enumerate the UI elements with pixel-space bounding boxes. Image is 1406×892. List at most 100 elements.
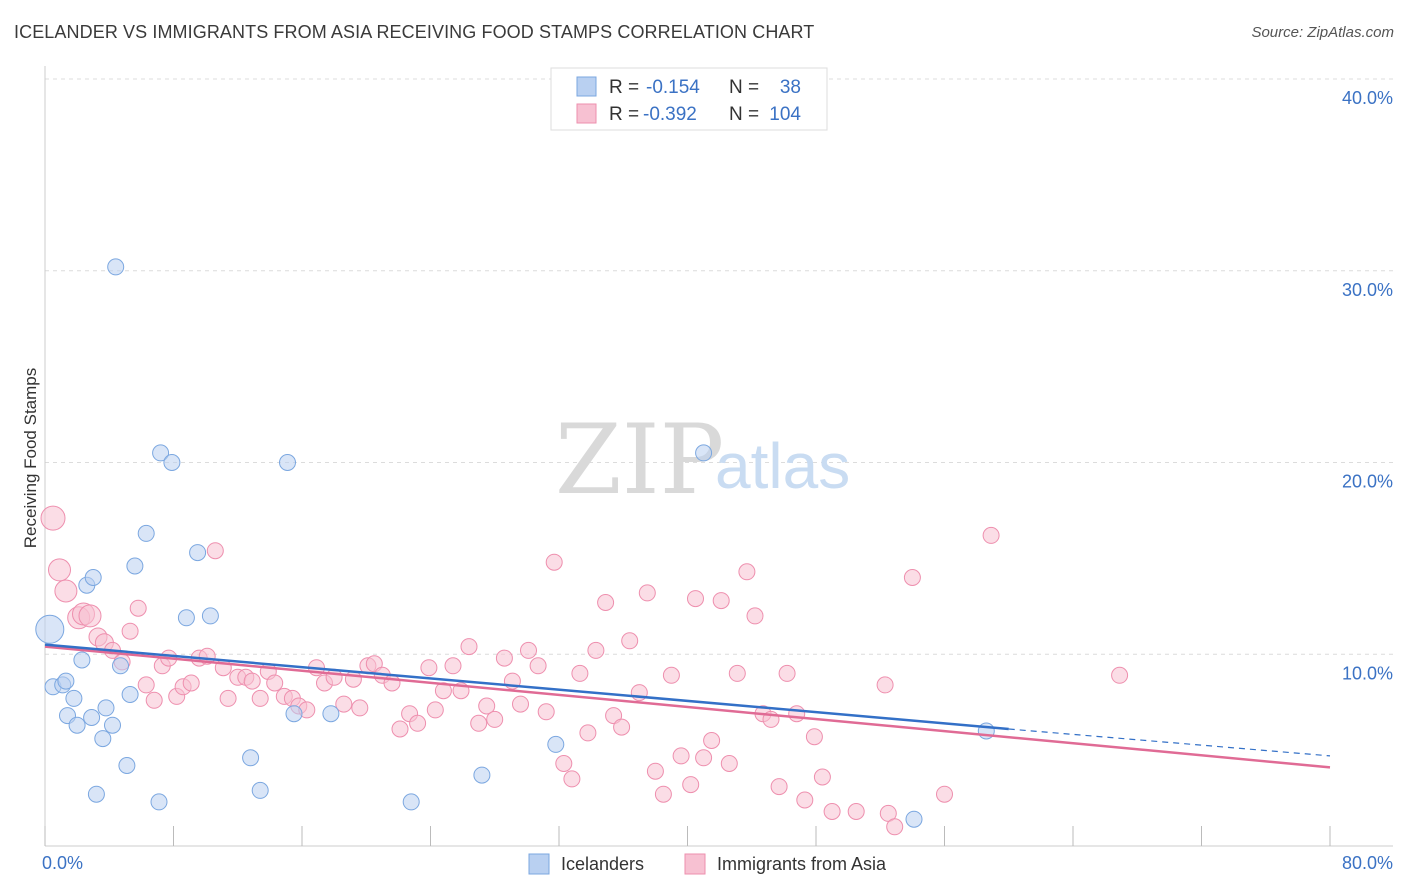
data-point [563, 770, 581, 788]
y-tick-label: 30.0% [1342, 280, 1393, 300]
data-point [682, 776, 700, 794]
y-tick-labels: 10.0% 20.0% 30.0% 40.0% [1342, 88, 1393, 683]
data-point [478, 697, 496, 715]
data-point [65, 689, 83, 707]
data-point [152, 444, 170, 462]
data-point [322, 705, 340, 723]
data-point [662, 666, 680, 684]
data-point [982, 526, 1000, 544]
data-point [695, 444, 713, 462]
data-point [84, 569, 102, 586]
data-point [243, 672, 261, 690]
trendlines [44, 643, 1331, 769]
data-point [163, 454, 181, 471]
data-point [571, 664, 589, 682]
data-point [545, 553, 563, 571]
data-point [242, 749, 260, 767]
data-point [813, 768, 831, 786]
data-point [886, 818, 904, 836]
data-point [778, 664, 796, 682]
data-point [251, 781, 269, 799]
data-point [409, 714, 427, 732]
data-point [107, 258, 125, 276]
data-point [83, 709, 101, 726]
data-point [712, 592, 730, 610]
data-point [104, 716, 121, 734]
data-point [35, 614, 65, 644]
data-point [460, 638, 478, 656]
data-point [936, 785, 953, 803]
data-point [903, 569, 921, 586]
data-point [97, 699, 115, 717]
data-point [402, 793, 420, 811]
data-point [48, 558, 71, 582]
trendline-icelanders [44, 643, 1009, 731]
data-point [638, 584, 656, 602]
series-icelanders [35, 258, 995, 828]
data-point [876, 676, 894, 694]
data-point [344, 670, 362, 688]
data-point [201, 607, 219, 625]
data-point [1111, 666, 1129, 684]
legend-n-label: N = [729, 104, 759, 125]
data-point [512, 695, 529, 713]
trendline-icelanders-extension [1008, 728, 1331, 757]
data-point [78, 604, 102, 628]
legend-r-value: -0.392 [643, 104, 697, 125]
data-point [788, 705, 806, 723]
data-point [470, 714, 488, 732]
data-point [57, 672, 75, 690]
data-point [391, 720, 409, 738]
trendline-immigrants [44, 645, 1331, 769]
data-point [420, 659, 438, 677]
data-point [613, 718, 631, 736]
legend-bottom-label-icelanders: Icelanders [561, 854, 644, 874]
data-point [129, 599, 147, 617]
y-tick-label: 20.0% [1342, 472, 1393, 492]
data-point [434, 682, 452, 700]
data-point [279, 454, 296, 471]
y-tick-label: 10.0% [1342, 663, 1393, 683]
data-point [579, 724, 597, 742]
data-point [335, 695, 353, 713]
data-point [695, 749, 713, 767]
legend-bottom: Icelanders Immigrants from Asia [528, 853, 887, 875]
legend-bottom-label-immigrants: Immigrants from Asia [717, 854, 887, 874]
data-point [495, 649, 513, 667]
data-point [823, 803, 841, 820]
data-point [383, 674, 401, 692]
data-point [189, 544, 207, 562]
x-tick-labels: 0.0% 80.0% [42, 853, 1393, 873]
data-point [687, 590, 704, 608]
data-point [555, 755, 573, 772]
legend-box [550, 67, 828, 131]
legend-top: R = -0.154 N = 38 R = -0.392 N = 104 [550, 67, 828, 131]
data-point [137, 676, 155, 694]
data-point [621, 632, 639, 650]
data-point [770, 778, 788, 796]
watermark-atlas: atlas [715, 430, 850, 502]
grid [45, 78, 1393, 655]
data-point [177, 609, 195, 627]
data-point [40, 505, 66, 531]
data-point [285, 705, 303, 723]
y-tick-label: 40.0% [1342, 88, 1393, 108]
data-point [150, 793, 168, 811]
legend-swatch-icelanders [576, 76, 597, 97]
data-point [182, 674, 200, 692]
data-point [266, 674, 284, 692]
data-point [905, 810, 923, 828]
data-point [654, 785, 672, 803]
data-point [587, 641, 605, 659]
data-point [529, 657, 547, 675]
legend-r-label: R = [609, 77, 639, 98]
data-point [738, 563, 756, 581]
data-point [219, 689, 237, 707]
chart-title: ICELANDER VS IMMIGRANTS FROM ASIA RECEIV… [14, 22, 815, 42]
legend-r-label: R = [609, 104, 639, 125]
data-point [118, 757, 136, 774]
axes [44, 66, 1393, 847]
data-point [520, 641, 537, 659]
data-point [703, 732, 721, 749]
